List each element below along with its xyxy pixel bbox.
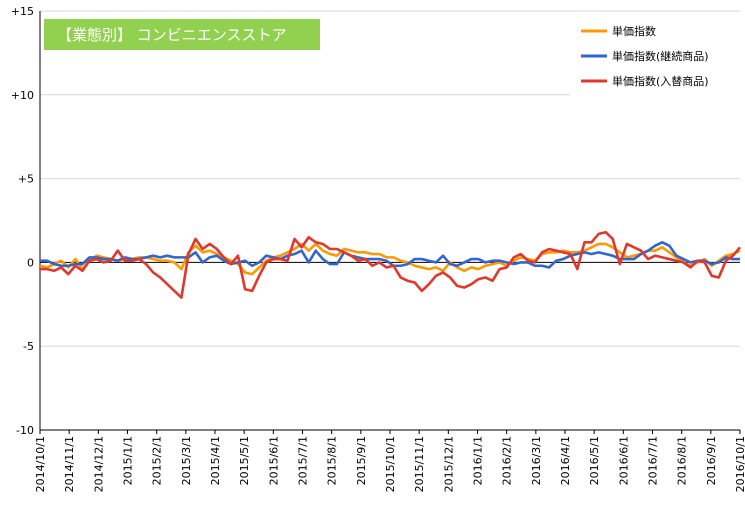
x-tick-label: 2016/9/1 — [705, 436, 718, 485]
y-tick-labels: -10 -5 0 +5 +10 +15 — [11, 5, 34, 437]
x-tick-label: 2016/10/1 — [734, 436, 745, 492]
x-tick-label: 2014/11/1 — [63, 436, 76, 492]
x-tick-label: 2016/8/1 — [676, 436, 689, 485]
y-tick-label: -5 — [23, 340, 34, 353]
x-tick-label: 2014/10/1 — [34, 436, 47, 492]
x-tick-label: 2015/6/1 — [267, 436, 280, 485]
x-tick-label: 2016/5/1 — [588, 436, 601, 485]
x-tick-label: 2016/4/1 — [559, 436, 572, 485]
legend-item-1: 単価指数 — [581, 24, 656, 38]
series-lines — [39, 230, 741, 299]
x-tick-labels: 2014/10/1 2014/11/1 2014/12/1 2015/1/1 2015/… — [34, 430, 745, 492]
legend-label-3: 単価指数(入替商品) — [612, 74, 709, 88]
x-tick-label: 2016/3/1 — [530, 436, 543, 485]
legend: 単価指数 単価指数(継続商品) 単価指数(入替商品) — [570, 14, 740, 96]
x-tick-label: 2015/1/1 — [122, 436, 135, 485]
title-box: 【業態別】 コンビニエンスストア — [44, 19, 320, 50]
legend-label-1: 単価指数 — [612, 24, 656, 38]
legend-item-2: 単価指数(継続商品) — [581, 49, 709, 63]
x-tick-label: 2015/5/1 — [238, 436, 251, 485]
legend-label-2: 単価指数(継続商品) — [612, 49, 709, 63]
y-tick-label: -10 — [16, 424, 34, 437]
legend-item-3: 単価指数(入替商品) — [581, 74, 709, 88]
x-tick-label: 2015/10/1 — [384, 436, 397, 492]
series-line-2 — [40, 240, 740, 269]
y-tick-label: +15 — [11, 5, 34, 18]
x-tick-label: 2016/7/1 — [647, 436, 660, 485]
x-tick-label: 2015/8/1 — [326, 436, 339, 485]
x-tick-label: 2015/4/1 — [209, 436, 222, 485]
y-tick-label: +5 — [18, 173, 34, 186]
x-tick-label: 2015/9/1 — [355, 436, 368, 485]
y-tick-label: 0 — [27, 256, 34, 269]
chart-title: 【業態別】 コンビニエンスストア — [57, 26, 286, 44]
series-line-3 — [40, 230, 741, 299]
x-tick-label: 2015/7/1 — [297, 436, 310, 485]
gridlines — [40, 10, 740, 347]
x-tick-label: 2016/6/1 — [617, 436, 630, 485]
title-background — [44, 19, 320, 50]
x-tick-label: 2015/12/1 — [442, 436, 455, 492]
x-tick-label: 2015/2/1 — [151, 436, 164, 485]
x-tick-label: 2015/11/1 — [413, 436, 426, 492]
y-tick-label: +10 — [11, 89, 34, 102]
x-tick-label: 2016/1/1 — [472, 436, 485, 485]
x-tick-label: 2015/3/1 — [180, 436, 193, 485]
x-tick-label: 2016/2/1 — [501, 436, 514, 485]
x-tick-label: 2014/12/1 — [92, 436, 105, 492]
